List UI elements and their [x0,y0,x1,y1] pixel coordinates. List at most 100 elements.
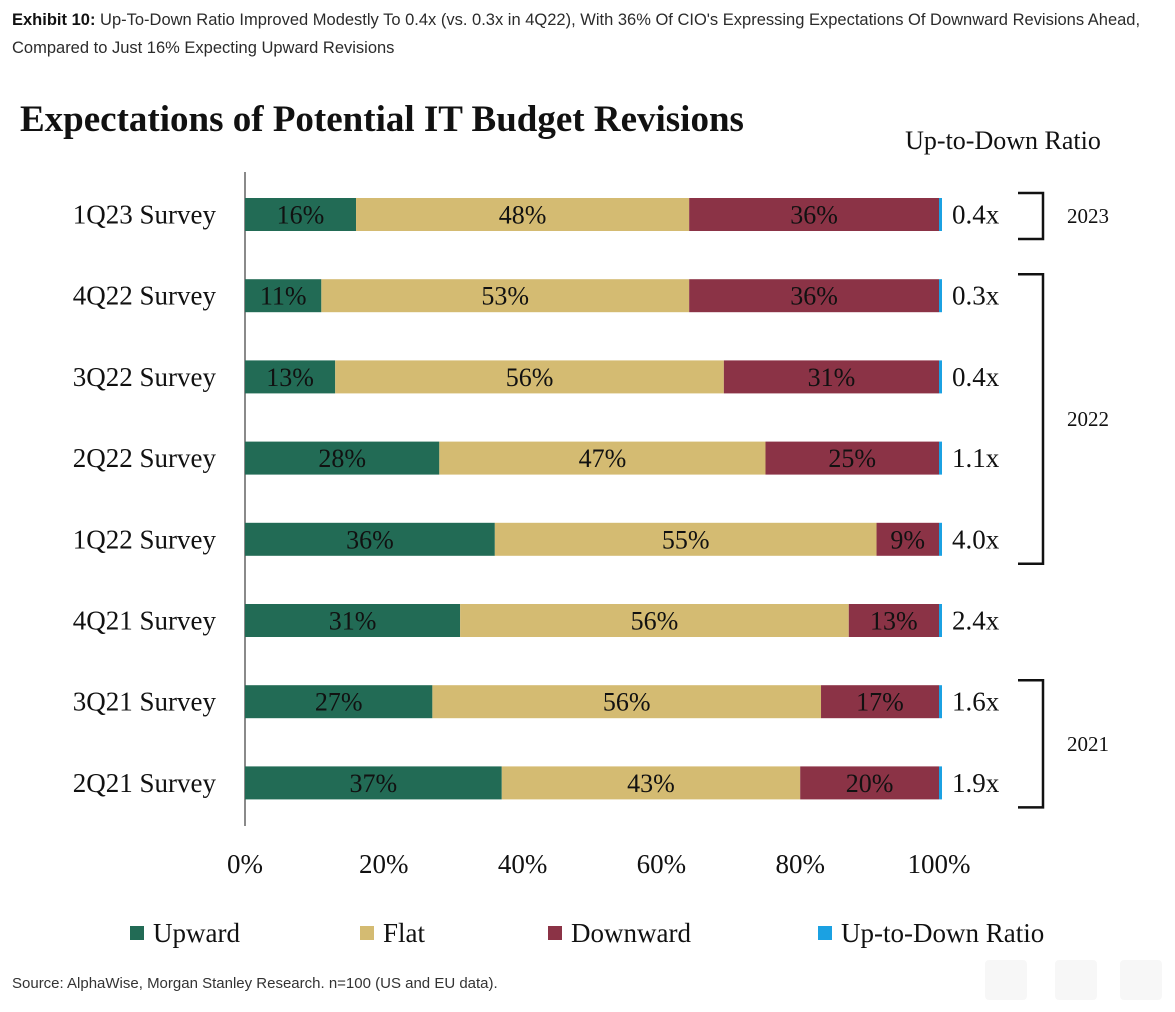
bar-flat-2q21-survey [501,766,801,800]
bar-upward-4q22-survey [245,279,322,313]
data-label-downward-4q22-survey: 36% [790,282,838,311]
bar-downward-1q22-survey [876,522,939,556]
data-label-upward-3q22-survey: 13% [266,363,314,392]
stacked-bar-chart: Expectations of Potential IT Budget Revi… [20,99,1109,948]
category-label-4q21-survey: 4Q21 Survey [73,606,217,636]
data-label-upward-2q22-survey: 28% [318,444,366,473]
x-tick-label: 60% [637,849,687,879]
bar-upward-2q21-survey [245,766,502,800]
legend-swatch-upward [130,926,144,940]
category-label-1q23-survey: 1Q23 Survey [73,200,217,230]
exhibit-label: Exhibit 10: [12,11,96,29]
ratio-marker-2q22-survey [939,441,942,475]
watermark-shape [1120,960,1162,1000]
bar-downward-3q21-survey [821,685,939,719]
legend-label-up-to-down-ratio: Up-to-Down Ratio [841,918,1044,948]
year-label-2021: 2021 [1067,732,1109,756]
chart-title: Expectations of Potential IT Budget Revi… [20,99,744,140]
exhibit-text: Up-To-Down Ratio Improved Modestly To 0.… [12,11,1141,57]
legend: Upward Flat Downward Up-to-Down Ratio [130,918,1044,948]
data-label-downward-1q22-survey: 9% [890,525,925,554]
data-label-flat-1q22-survey: 55% [662,525,710,554]
bar-downward-4q21-survey [848,604,939,637]
data-label-downward-2q21-survey: 20% [846,769,894,798]
legend-swatch-downward [548,926,562,940]
data-label-flat-4q21-survey: 56% [631,607,679,636]
x-tick-label: 40% [498,849,548,879]
watermark-shape [1055,960,1097,1000]
legend-label-downward: Downward [571,918,691,948]
ratio-label-4q22-survey: 0.3x [952,281,1000,311]
legend-swatch-flat [360,926,374,940]
year-brackets: 2023 2022 2021 [1018,191,1109,809]
data-label-flat-4q22-survey: 53% [481,282,529,311]
bar-downward-1q23-survey [689,198,939,231]
bar-flat-1q22-survey [494,522,877,556]
ratio-label-3q22-survey: 0.4x [952,362,1000,392]
bar-downward-4q22-survey [689,279,939,313]
year-bracket-2022 [1018,272,1045,566]
bar-upward-3q21-survey [245,685,433,719]
data-label-flat-3q22-survey: 56% [506,363,554,392]
data-label-downward-2q22-survey: 25% [828,444,876,473]
x-axis-ticks: 0% 20% 40% 60% 80% 100% [227,849,971,879]
category-label-3q22-survey: 3Q22 Survey [73,362,217,392]
data-label-upward-4q21-survey: 31% [329,607,377,636]
year-label-2022: 2022 [1067,407,1109,431]
data-label-flat-3q21-survey: 56% [603,688,651,717]
ratio-marker-2q21-survey [939,766,942,800]
data-label-upward-2q21-survey: 37% [350,769,398,798]
ratio-marker-1q23-survey [939,198,942,231]
data-label-upward-1q23-survey: 16% [277,201,325,230]
bar-flat-4q21-survey [460,604,849,637]
bar-upward-4q21-survey [245,604,461,637]
bar-flat-3q21-survey [432,685,822,719]
x-tick-label: 80% [775,849,825,879]
ratio-marker-3q21-survey [939,685,942,719]
bar-upward-1q22-survey [245,522,495,556]
ratio-marker-1q22-survey [939,522,942,556]
category-label-4q22-survey: 4Q22 Survey [73,281,217,311]
data-label-flat-1q23-survey: 48% [499,201,547,230]
data-label-downward-3q21-survey: 17% [856,688,904,717]
bar-flat-1q23-survey [356,198,690,231]
data-label-upward-1q22-survey: 36% [346,525,394,554]
ratio-marker-4q22-survey [939,279,942,313]
category-label-2q22-survey: 2Q22 Survey [73,443,217,473]
ratio-header: Up-to-Down Ratio [905,126,1101,155]
ratio-label-3q21-survey: 1.6x [952,687,1000,717]
ratio-label-1q22-survey: 4.0x [952,524,1000,554]
x-tick-label: 0% [227,849,263,879]
ratio-marker-4q21-survey [939,604,942,637]
bar-downward-2q21-survey [800,766,939,800]
data-label-upward-4q22-survey: 11% [260,282,307,311]
data-label-flat-2q21-survey: 43% [627,769,675,798]
ratio-label-4q21-survey: 2.4x [952,606,1000,636]
bar-downward-2q22-survey [765,441,939,475]
data-label-downward-1q23-survey: 36% [790,201,838,230]
year-label-2023: 2023 [1067,204,1109,228]
source-note: Source: AlphaWise, Morgan Stanley Resear… [12,975,498,992]
data-label-upward-3q21-survey: 27% [315,688,363,717]
data-label-flat-2q22-survey: 47% [579,444,627,473]
ratio-label-2q22-survey: 1.1x [952,443,1000,473]
legend-swatch-up-to-down-ratio [818,926,832,940]
data-label-downward-3q22-survey: 31% [808,363,856,392]
bar-upward-1q23-survey [245,198,357,231]
bar-flat-3q22-survey [335,360,724,394]
ratio-label-1q23-survey: 0.4x [952,200,1000,230]
watermark-shape [985,960,1027,1000]
bar-flat-4q22-survey [321,279,690,313]
x-tick-label: 100% [908,849,971,879]
bar-flat-2q22-survey [439,441,766,475]
data-label-downward-4q21-survey: 13% [870,607,918,636]
category-label-2q21-survey: 2Q21 Survey [73,768,217,798]
ratio-marker-3q22-survey [939,360,942,394]
bars-layer: 1Q23 Survey 16% 48% 36% 0.4x 4Q22 Survey 11% 53… [73,198,1000,800]
bar-upward-2q22-survey [245,441,440,475]
legend-label-upward: Upward [153,918,240,948]
bar-downward-3q22-survey [723,360,939,394]
exhibit-caption: Exhibit 10: Up-To-Down Ratio Improved Mo… [12,6,1167,62]
legend-label-flat: Flat [383,918,426,948]
ratio-label-2q21-survey: 1.9x [952,768,1000,798]
